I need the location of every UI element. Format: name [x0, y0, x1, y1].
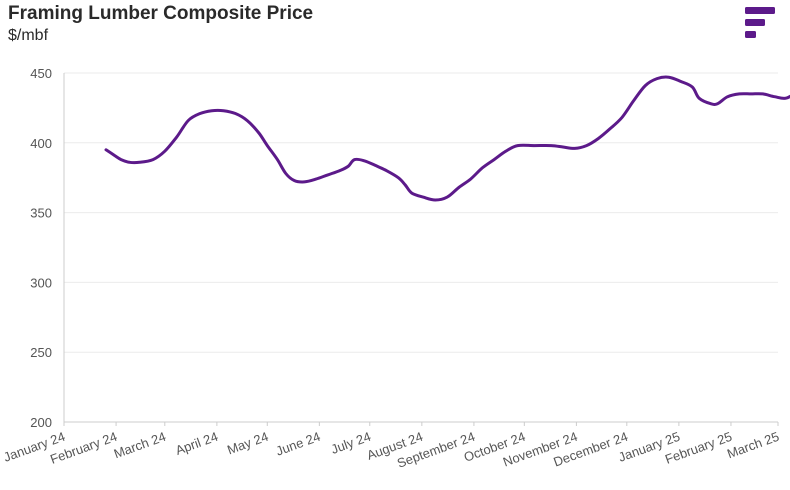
- bar-chart-logo-icon: [745, 7, 777, 41]
- logo-bar: [745, 7, 775, 14]
- x-tick-label: June 24: [274, 429, 323, 459]
- y-tick-label: 300: [30, 275, 52, 290]
- logo-bar: [745, 31, 756, 38]
- x-tick-label: March 25: [725, 429, 781, 462]
- logo-bar: [745, 19, 766, 26]
- y-tick-label: 350: [30, 206, 52, 221]
- price-series-line: [104, 75, 790, 202]
- y-tick-label: 400: [30, 136, 52, 151]
- chart-title: Framing Lumber Composite Price: [8, 3, 314, 24]
- x-tick-label: April 24: [173, 429, 220, 458]
- y-tick-label: 200: [30, 415, 52, 430]
- x-tick-label: March 24: [112, 429, 168, 462]
- y-tick-label: 250: [30, 345, 52, 360]
- chart-subtitle: $/mbf: [8, 27, 49, 44]
- y-tick-label: 450: [30, 66, 52, 81]
- x-tick-label: May 24: [225, 429, 270, 458]
